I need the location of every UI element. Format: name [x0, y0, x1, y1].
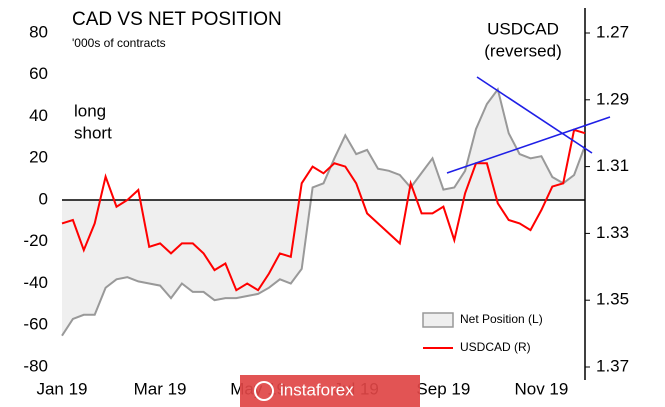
- y-tick-label: 20: [29, 148, 48, 167]
- x-tick-label: Jan 19: [36, 379, 87, 398]
- y2-tick-label: 1.33: [596, 223, 629, 242]
- y2-tick-label: 1.29: [596, 89, 629, 108]
- legend-label: Net Position (L): [460, 312, 543, 326]
- y2-title: USDCAD: [487, 19, 559, 38]
- watermark: instaforex: [280, 380, 354, 399]
- y-tick-label: 60: [29, 64, 48, 83]
- legend-swatch: [422, 312, 454, 328]
- area-line: [61, 87, 586, 337]
- trend-line: [446, 116, 611, 174]
- y-tick-label: 0: [39, 189, 48, 208]
- area-fill: [62, 89, 585, 336]
- y-tick-label: 80: [29, 22, 48, 41]
- y2-tick-label: 1.27: [596, 22, 629, 41]
- y-tick-label: -60: [23, 315, 48, 334]
- y-tick-label: 40: [29, 106, 48, 125]
- annotation: short: [74, 123, 112, 142]
- plot-area: [61, 8, 586, 380]
- y-tick-label: -80: [23, 356, 48, 375]
- legend-label: USDCAD (R): [460, 340, 531, 354]
- y2-tick-label: 1.35: [596, 290, 629, 309]
- watermark-bg: [240, 375, 420, 407]
- line: [61, 128, 586, 292]
- x-tick-label: Sep 19: [416, 379, 470, 398]
- annotation: long: [74, 101, 106, 120]
- y2-tick-label: 1.31: [596, 156, 629, 175]
- trend-line: [476, 76, 593, 154]
- y2-tick-label: 1.37: [596, 356, 629, 375]
- watermark-logo: [254, 381, 274, 401]
- y2-title: (reversed): [484, 41, 561, 60]
- y-tick-label: -40: [23, 273, 48, 292]
- y-tick-label: -20: [23, 231, 48, 250]
- chart-title: CAD VS NET POSITION: [72, 9, 282, 30]
- x-tick-label: Nov 19: [514, 379, 568, 398]
- x-tick-label: Mar 19: [134, 379, 187, 398]
- chart-subtitle: '000s of contracts: [72, 36, 166, 50]
